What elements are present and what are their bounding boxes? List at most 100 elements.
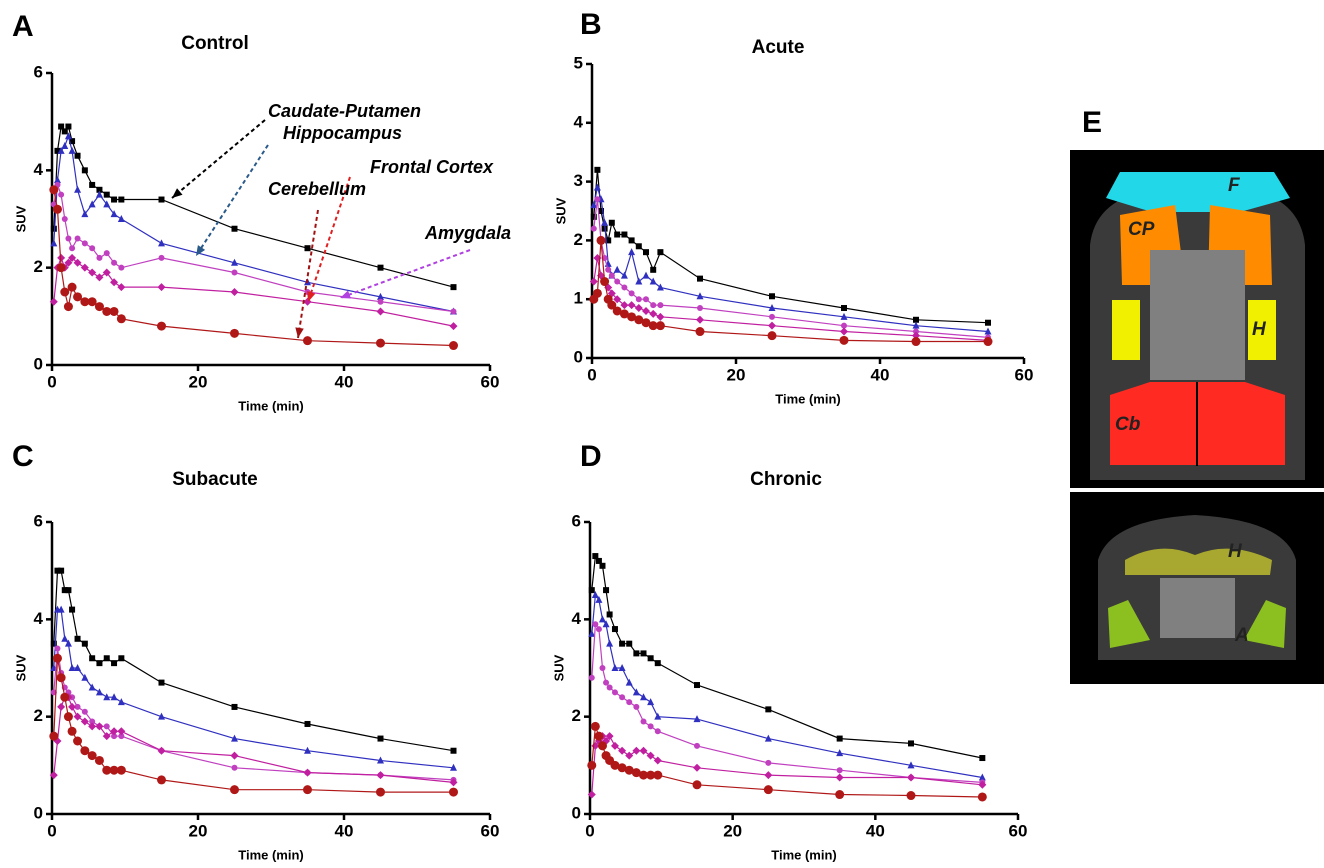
marker	[594, 196, 601, 203]
marker	[767, 331, 777, 341]
marker	[87, 751, 97, 761]
marker	[588, 629, 596, 637]
marker	[768, 304, 776, 312]
marker	[610, 760, 620, 770]
marker	[654, 712, 662, 720]
marker	[590, 201, 598, 209]
marker	[985, 319, 991, 326]
marker	[102, 268, 111, 277]
marker	[628, 237, 635, 244]
marker	[103, 693, 111, 701]
atlas-region	[1150, 250, 1245, 380]
marker	[110, 727, 119, 736]
marker	[111, 196, 118, 203]
marker	[590, 225, 597, 232]
panel-label: D	[580, 440, 602, 473]
marker	[694, 682, 700, 689]
marker	[50, 239, 58, 247]
marker	[614, 231, 621, 238]
annotation: Cerebellum	[268, 179, 366, 199]
marker	[89, 181, 96, 188]
marker	[617, 763, 627, 773]
marker	[589, 277, 598, 286]
marker	[94, 755, 104, 765]
atlas-region	[1248, 300, 1276, 360]
annotation-arrow	[339, 249, 471, 299]
annotation: Amygdala	[424, 223, 511, 243]
marker	[655, 321, 665, 331]
series-line	[591, 726, 983, 798]
marker	[110, 210, 118, 218]
marker	[64, 258, 73, 267]
marker	[641, 318, 651, 328]
marker	[605, 266, 612, 273]
marker	[978, 780, 987, 789]
series-line	[53, 182, 454, 313]
marker	[607, 300, 617, 310]
atlas-label: Cb	[1115, 414, 1141, 435]
marker	[627, 312, 637, 322]
marker	[57, 702, 66, 711]
marker	[63, 712, 73, 722]
marker	[376, 787, 385, 797]
x-tick-label: 60	[481, 372, 500, 391]
series-line	[593, 199, 989, 338]
marker	[595, 595, 603, 603]
marker	[620, 301, 629, 310]
marker	[81, 640, 88, 647]
marker	[697, 305, 703, 312]
marker	[634, 315, 644, 325]
arrow-head	[307, 291, 316, 302]
marker	[231, 225, 238, 232]
marker	[230, 785, 239, 795]
marker	[304, 245, 311, 252]
marker	[646, 751, 655, 760]
marker	[625, 751, 634, 760]
marker	[610, 741, 619, 750]
x-tick-label: 20	[723, 821, 742, 840]
marker	[643, 296, 649, 303]
atlas-region	[1112, 300, 1140, 360]
y-axis-label: SUV	[551, 654, 566, 681]
marker	[764, 734, 772, 742]
marker	[450, 308, 457, 315]
y-tick-label: 0	[34, 354, 43, 373]
marker	[450, 763, 457, 771]
marker	[765, 759, 772, 766]
marker	[624, 765, 634, 775]
marker	[449, 778, 458, 787]
x-tick-label: 60	[1009, 821, 1028, 840]
marker	[116, 765, 126, 775]
x-axis-label: Time (min)	[771, 847, 837, 862]
marker	[626, 640, 633, 647]
y-tick-label: 0	[574, 347, 583, 366]
marker	[73, 736, 83, 746]
marker	[587, 760, 597, 770]
marker	[597, 741, 607, 751]
marker	[377, 735, 384, 742]
marker	[102, 732, 111, 741]
marker	[836, 735, 843, 742]
marker	[103, 250, 110, 257]
marker	[764, 771, 773, 780]
series-line	[53, 609, 454, 769]
marker	[599, 562, 606, 569]
marker	[913, 316, 919, 323]
marker	[102, 765, 112, 775]
series-line	[53, 570, 454, 752]
y-tick-label: 4	[572, 609, 582, 628]
marker	[303, 785, 312, 795]
marker	[639, 770, 648, 780]
x-tick-label: 20	[727, 365, 746, 384]
marker	[103, 191, 110, 198]
marker	[765, 706, 772, 713]
marker	[693, 763, 701, 772]
y-tick-label: 6	[572, 511, 581, 530]
marker	[50, 225, 57, 232]
marker	[692, 780, 702, 790]
marker	[621, 231, 628, 238]
marker	[763, 785, 773, 795]
marker	[74, 703, 81, 710]
marker	[601, 218, 609, 226]
marker	[87, 297, 97, 307]
